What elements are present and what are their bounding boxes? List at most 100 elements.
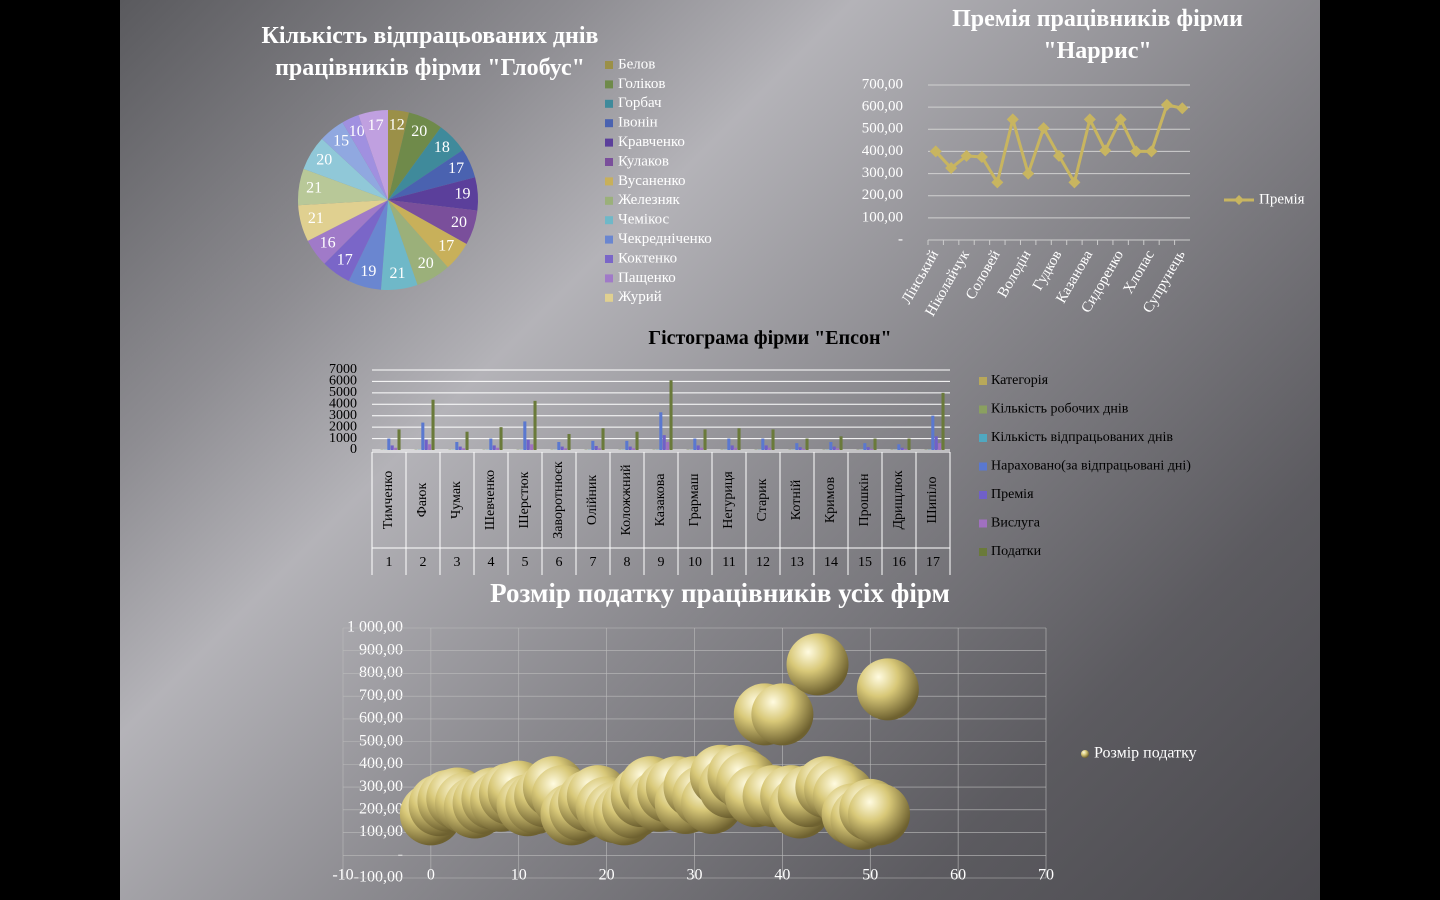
y-tick-label: 5000 xyxy=(329,385,357,400)
slice-label: 20 xyxy=(418,255,434,272)
bar xyxy=(659,412,663,450)
x-tick-label: -10 xyxy=(332,867,353,884)
pie-slice xyxy=(358,110,388,200)
x-tick-label: 20 xyxy=(599,867,615,884)
legend-marker xyxy=(1081,750,1089,758)
bar xyxy=(560,446,564,450)
y-tick-label: 500,00 xyxy=(359,732,403,749)
x-tick-label: Коложжний xyxy=(619,464,634,535)
y-tick-label: 3000 xyxy=(329,408,357,423)
bar xyxy=(530,444,534,450)
x-tick-label: Дрищлюк xyxy=(891,470,906,529)
marker xyxy=(1006,113,1019,126)
bar xyxy=(795,443,799,450)
x-tick-label: Тимченко xyxy=(381,471,396,529)
slice-label: 21 xyxy=(390,265,406,282)
pie-slice xyxy=(388,110,410,200)
bar xyxy=(591,440,595,450)
bubble-title: Розмір податку працівників усіх фірм xyxy=(490,578,950,608)
bar xyxy=(873,438,877,450)
y-tick-label: 500,00 xyxy=(862,121,903,137)
legend-label: Кількість робочих днів xyxy=(991,402,1129,417)
legend-label: Нараховано(за відпрацьовані дні) xyxy=(991,459,1191,474)
bar xyxy=(628,446,632,450)
legend-label: Вусаненко xyxy=(618,173,686,189)
legend-swatch xyxy=(605,119,613,128)
bar xyxy=(601,428,605,450)
legend-swatch xyxy=(979,377,987,385)
x-tick-label: 0 xyxy=(427,867,435,884)
marker xyxy=(1068,176,1081,189)
x-tick-label: 40 xyxy=(774,867,790,884)
x-tick-label: Шерстюк xyxy=(517,471,532,528)
marker xyxy=(1145,145,1158,158)
marker xyxy=(929,145,942,158)
bar xyxy=(866,447,870,450)
bar xyxy=(941,392,945,450)
pie-slice xyxy=(307,200,388,264)
x-tick-label: Шевченко xyxy=(483,470,498,530)
y-tick-label: 200,00 xyxy=(862,187,903,203)
pie-slice xyxy=(388,149,476,200)
x-tick-label: Грармаш xyxy=(687,473,702,526)
bar xyxy=(462,448,466,450)
marker xyxy=(1022,167,1035,180)
bubble xyxy=(856,658,919,721)
x-tick-label: Котній xyxy=(789,479,804,520)
line-title: Премія працівників фірми "Наррис" xyxy=(952,6,1243,64)
marker xyxy=(1114,113,1127,126)
x-tick-label: Негуриця xyxy=(721,471,736,529)
bar xyxy=(737,428,741,450)
x-tick-label: Кримов xyxy=(823,476,838,523)
bubble xyxy=(751,683,814,746)
x-tick-label: 70 xyxy=(1038,867,1054,884)
legend-swatch xyxy=(605,158,613,166)
bar xyxy=(465,431,469,450)
bar xyxy=(428,444,432,450)
x-tick-label: Заворотнюєк xyxy=(551,461,566,539)
slice-label: 17 xyxy=(448,160,464,177)
x-tick-label: Олійник xyxy=(585,475,600,525)
slice-label: 17 xyxy=(337,252,353,269)
legend-swatch xyxy=(605,80,613,89)
bar xyxy=(805,438,809,450)
bar xyxy=(431,399,435,450)
legend-label: Белов xyxy=(618,56,655,72)
legend-swatch xyxy=(605,274,613,283)
legend-label: Железняк xyxy=(618,192,681,208)
x-group-label: 16 xyxy=(892,555,906,570)
pie-slice xyxy=(380,200,418,290)
bar xyxy=(499,427,503,450)
slice-label: 17 xyxy=(438,237,454,254)
pie-slice xyxy=(298,168,388,206)
legend-label: Журий xyxy=(618,289,662,305)
bar xyxy=(598,448,602,450)
y-tick-label: 100,00 xyxy=(359,823,403,840)
bar xyxy=(764,445,768,450)
legend-label: Вислуга xyxy=(991,516,1041,531)
bar xyxy=(635,431,639,450)
bar xyxy=(730,445,734,450)
bar xyxy=(907,438,911,450)
x-group-label: 13 xyxy=(790,555,804,570)
bubble xyxy=(786,633,849,696)
bar xyxy=(496,447,500,450)
x-tick-label: Старик xyxy=(755,478,770,521)
legend-swatch xyxy=(605,177,613,186)
pie-slice xyxy=(321,122,388,200)
slice-label: 16 xyxy=(320,235,336,252)
bar xyxy=(802,448,806,450)
bar xyxy=(421,422,425,450)
x-tick-label: 10 xyxy=(511,867,527,884)
series-line xyxy=(934,103,1183,187)
legend-swatch xyxy=(605,138,613,147)
legend-swatch xyxy=(605,99,613,108)
bar xyxy=(832,446,836,450)
y-tick-label: 7000 xyxy=(329,362,357,377)
x-group-label: 2 xyxy=(420,555,427,570)
bar xyxy=(727,438,731,450)
y-tick-label: - xyxy=(398,846,403,863)
x-group-label: 14 xyxy=(824,555,838,570)
marker xyxy=(1037,122,1050,135)
bar xyxy=(734,447,738,450)
